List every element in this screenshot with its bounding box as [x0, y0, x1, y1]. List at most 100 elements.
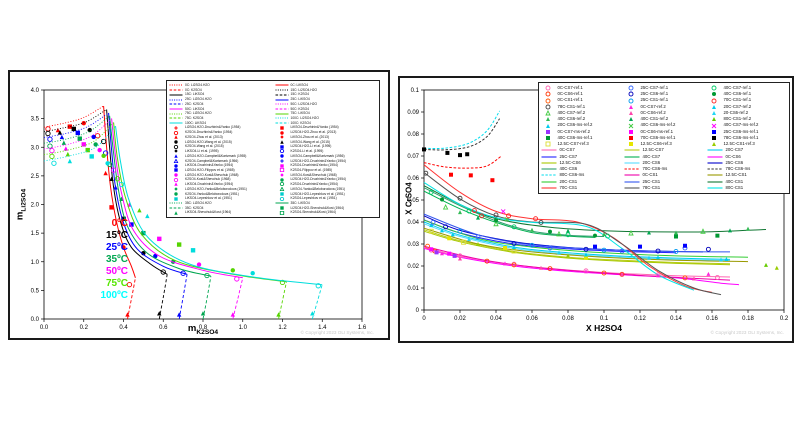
legend-entry: 12.5C-CS7-ref.3 — [541, 141, 621, 147]
legend-entry: 78C-CS6-ms-ref.1 — [707, 135, 787, 141]
legend-marker-icon — [279, 168, 284, 173]
legend-line-swatch — [624, 174, 640, 176]
legend-label: 40C-CS6 — [559, 166, 578, 172]
legend-label: LiKSO4-Kost&Shevchuk (1968) — [290, 172, 337, 177]
legend-label: 75C: Li2SO4.H2O — [185, 111, 212, 116]
legend-marker-icon — [279, 173, 284, 177]
legend-entry: 75C: Li2SO4.H2O — [169, 111, 272, 116]
legend-entry: 50C: LiKSO4 — [169, 107, 272, 112]
legend-marker-icon — [545, 85, 551, 91]
legend-line-swatch — [541, 174, 557, 176]
scatter-40C-CS6-ref.1 — [440, 197, 597, 238]
legend-label: Li2SO4.H2O-Zhou et al. (2013) — [290, 130, 337, 135]
legend-label: 0C-CS6-ms-ref.1 — [640, 128, 673, 134]
y-tick-label: 3.5 — [31, 117, 40, 123]
legend-entry: 25C-CS6 — [707, 160, 787, 166]
legend-marker-icon — [279, 149, 284, 154]
legend-label: LiKSO4-Wang et al. (2015) — [290, 139, 330, 144]
legend-label: 35C: Li2SO4.H2O — [185, 200, 212, 205]
y-tick-label: 0.07 — [407, 154, 419, 160]
x-tick-label: 0.12 — [634, 316, 646, 322]
legend-label: 0C-CS6-ref.2 — [640, 109, 666, 115]
legend-marker-icon — [279, 126, 284, 130]
legend-entry: K2SO4-Druzhinin&Yanko (1954) — [275, 163, 378, 168]
x-tick-label: 0.6 — [159, 325, 168, 331]
legend-label: 0C-CS7-ref.1 — [557, 85, 583, 91]
legend-label: 0C: LiKSO4 — [290, 83, 308, 87]
legend-line-swatch — [169, 108, 183, 110]
legend-entry: 40C-CS7 — [624, 154, 704, 160]
temp-label-75C: 75ºC — [106, 278, 128, 289]
legend-entry: 15C: LiKSO4 — [169, 92, 272, 97]
legend-marker-icon — [173, 130, 179, 135]
legend-marker-icon — [279, 187, 284, 192]
legend-entry: 40C-CS6-ref.2 — [541, 116, 621, 122]
legend-entry: 40C-CS1-ref.2 — [624, 116, 704, 122]
legend-entry: LiKSO4-Druzhinin&Yanko (1954) — [169, 163, 272, 168]
legend-marker-icon — [174, 196, 178, 201]
legend-label: 20C-CS7 — [725, 147, 744, 153]
legend-line-swatch — [707, 181, 723, 183]
legend-entry: 35C: Li2SO4.H2O — [169, 201, 272, 206]
legend-marker-icon — [712, 129, 716, 134]
scatter-40C-CS6-ms-ref.1 — [674, 233, 720, 239]
legend-label: LiKSO4-Li et al. (1995) — [185, 149, 219, 154]
legend-marker-icon — [628, 123, 634, 128]
legend-label: 25C-CS7 — [559, 153, 578, 159]
legend-entry: LiKSO4-Wang et al. (2015) — [275, 140, 378, 145]
scatter-25C-CS1-ref.1 — [457, 228, 679, 254]
legend-entry: K2SO4-Kost&Shevchuk (1968) — [169, 177, 272, 182]
legend-marker-icon — [712, 111, 716, 116]
temperature-labels: 0ºC 15ºC 25ºC 35ºC 50ºC 75ºC 100ºC — [76, 218, 128, 302]
legend-label: K2SO4-Lepeshkov et al. (1951) — [290, 196, 337, 201]
y-tick-label: 0.09 — [407, 110, 419, 116]
legend-column: 0C-CS7-ref.1 0C-CS6-ref.1 0C-CS1-ref.1 78C-… — [541, 85, 621, 191]
legend-line-swatch — [707, 149, 723, 152]
legend-marker-icon — [628, 98, 634, 104]
y-tick-label: 1.5 — [31, 231, 40, 237]
legend-entry: LiKSO4-Lepeshkov et al. (1951) — [169, 196, 272, 201]
legend-entry: 70C-CS6-ms-ref.1 — [624, 135, 704, 141]
legend-entry: 12.5C-CS6 — [541, 160, 621, 166]
legend-entry: 78C-CS1-ref.1 — [541, 104, 621, 110]
scatter-40C-CS7-ms-ref.2 — [500, 209, 506, 214]
legend-marker-icon — [711, 123, 717, 128]
legend-label: 25C-CS6-ms-ref.1 — [723, 128, 759, 134]
x-tick-label: 0.18 — [742, 316, 754, 322]
legend-entry: 20-CS6-ref.2 — [707, 110, 787, 116]
legend-entry: 40C-CS7-ref.1 — [707, 85, 787, 91]
legend-line-swatch — [169, 117, 183, 119]
legend-label: 0C-CS7-ms-ref.2 — [557, 128, 590, 134]
legend-line-swatch — [541, 162, 557, 164]
legend-marker-icon — [279, 159, 284, 163]
scatter-20C-CS7-ref.2 — [440, 228, 729, 261]
legend-label: LiKSO4-Lepeshkov et al. (1951) — [185, 196, 232, 201]
legend-label: 40C-CS1 — [725, 178, 744, 184]
legend-entry: K2SO4-Li et al. (1995) — [275, 149, 378, 154]
scatter-0C-CS1-ref.1 — [425, 243, 688, 281]
legend-entry: 20C-CS1 — [541, 179, 621, 185]
legend-label: 70C-CS1 — [559, 184, 578, 190]
legend-label: 20C-CS7-ref.2 — [723, 103, 752, 109]
legend-label: 40C-CS6-ref.1 — [723, 91, 752, 97]
x-tick-label: 0.2 — [80, 325, 89, 331]
right-legend: 0C-CS7-ref.1 0C-CS6-ref.1 0C-CS1-ref.1 78C-… — [538, 82, 790, 194]
legend-marker-icon — [174, 149, 178, 154]
y-tick-label: 0.0 — [31, 317, 40, 323]
x-tick-label: 0.4 — [119, 325, 128, 331]
legend-line-swatch — [169, 207, 183, 209]
legend-label: 100C: Li2SO4.H2O — [290, 116, 319, 121]
legend-entry: K2SO4-Campbell&Kartzmark (1956) — [169, 159, 272, 164]
y-tick-label: 1.0 — [31, 260, 40, 266]
legend-entry: Li2SO4.H2O-Kost&Shevchuk (1968) — [169, 173, 272, 178]
legend-label: 25C-CS7-ref.1 — [640, 85, 669, 91]
temp-label-100C: 100ºC — [100, 290, 128, 301]
legend-label: 35C: LiKSO4 — [290, 200, 310, 205]
legend-entry: 0C: K2SO4 — [169, 88, 272, 93]
temp-label-50C: 50ºC — [106, 266, 128, 277]
legend-marker-icon — [279, 210, 284, 215]
legend-label: LiKSO4-Campbell&Kartzmark (1956) — [290, 153, 345, 158]
y-tick-label: 2.5 — [31, 174, 40, 180]
scatter-0C — [45, 121, 133, 317]
legend-marker-icon — [173, 177, 179, 182]
